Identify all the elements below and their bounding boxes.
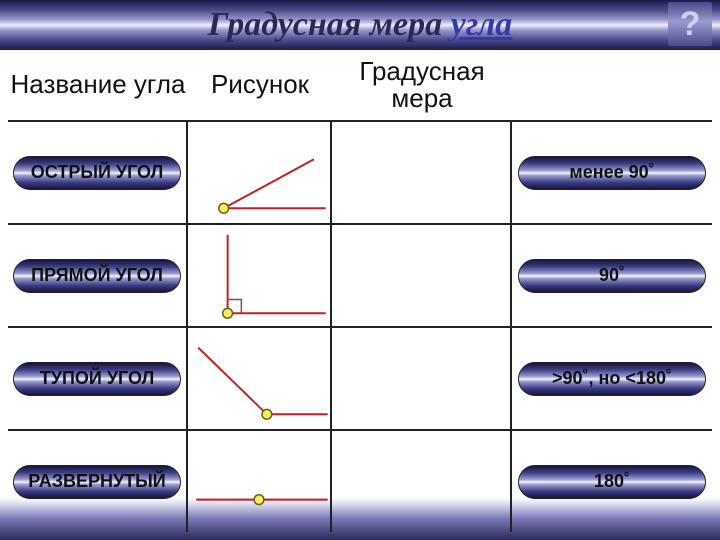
- angle-diagram: [188, 328, 330, 429]
- title-bar: Градусная мера угла: [0, 0, 720, 50]
- table-row: ТУПОЙ УГОЛ >90˚, но <180˚: [8, 326, 712, 429]
- title-main: Градусная мера: [208, 6, 442, 44]
- angle-name-cell: ТУПОЙ УГОЛ: [8, 328, 188, 429]
- angle-drawing-cell: [188, 328, 332, 429]
- angle-value-cell: 90˚: [512, 225, 712, 326]
- column-headers: Название угла Рисунок Градусная мера: [8, 54, 712, 116]
- angle-name-pill: РАЗВЕРНУТЫЙ: [13, 465, 180, 499]
- angle-name-cell: ОСТРЫЙ УГОЛ: [8, 122, 188, 223]
- table-row: ОСТРЫЙ УГОЛ менее 90˚: [8, 120, 712, 223]
- angle-value-pill: 90˚: [518, 259, 706, 293]
- angle-diagram: [188, 225, 330, 326]
- angle-name-pill: ТУПОЙ УГОЛ: [13, 362, 180, 396]
- header-value: [512, 54, 712, 116]
- angle-value-cell: >90˚, но <180˚: [512, 328, 712, 429]
- angle-drawing-cell: [188, 225, 332, 326]
- angle-name-cell: РАЗВЕРНУТЫЙ: [8, 431, 188, 532]
- header-name: Название угла: [8, 54, 188, 116]
- angle-name-cell: ПРЯМОЙ УГОЛ: [8, 225, 188, 326]
- angle-drawing-cell: [188, 431, 332, 532]
- angle-diagram: [188, 122, 330, 223]
- angle-value-cell: 180˚: [512, 431, 712, 532]
- angle-measure-cell: [332, 225, 512, 326]
- angle-value-cell: менее 90˚: [512, 122, 712, 223]
- angle-diagram: [188, 431, 330, 532]
- angle-measure-cell: [332, 431, 512, 532]
- table-row: РАЗВЕРНУТЫЙ 180˚: [8, 429, 712, 532]
- angle-value-pill: менее 90˚: [518, 156, 706, 190]
- angle-table: ОСТРЫЙ УГОЛ менее 90˚ ПРЯМОЙ УГОЛ 90˚ ТУПОЙ …: [8, 120, 712, 532]
- angle-drawing-cell: [188, 122, 332, 223]
- angle-name-pill: ПРЯМОЙ УГОЛ: [13, 259, 180, 293]
- header-drawing: Рисунок: [188, 54, 332, 116]
- angle-value-pill: >90˚, но <180˚: [518, 362, 706, 396]
- angle-value-pill: 180˚: [518, 465, 706, 499]
- table-row: ПРЯМОЙ УГОЛ 90˚: [8, 223, 712, 326]
- help-button[interactable]: ?: [668, 2, 712, 46]
- angle-measure-cell: [332, 328, 512, 429]
- angle-measure-cell: [332, 122, 512, 223]
- help-icon: ?: [680, 5, 701, 44]
- angle-name-pill: ОСТРЫЙ УГОЛ: [13, 156, 180, 190]
- title-link[interactable]: угла: [451, 6, 513, 44]
- header-measure: Градусная мера: [332, 54, 512, 116]
